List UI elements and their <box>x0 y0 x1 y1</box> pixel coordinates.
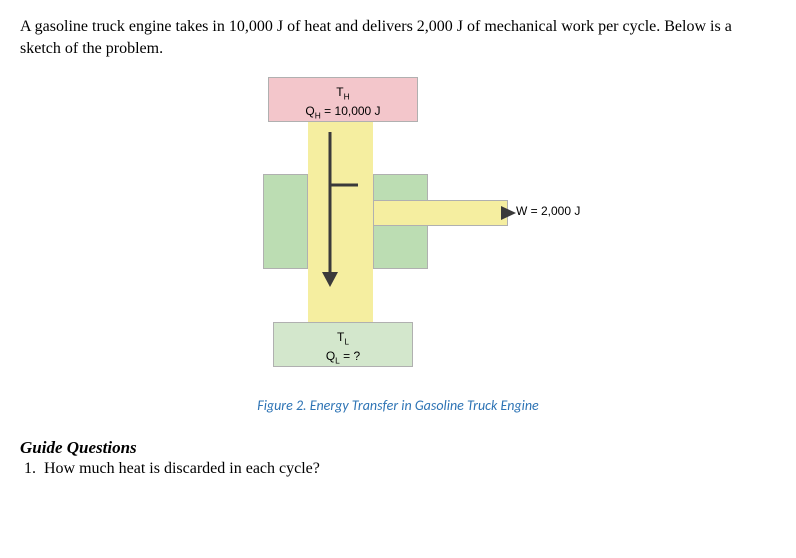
energy-diagram: TH QH = 10,000 J W = 2,000 J TL QL = ? <box>198 77 598 387</box>
question-1: 1. How much heat is discarded in each cy… <box>24 460 776 478</box>
cold-reservoir: TL QL = ? <box>273 322 413 367</box>
cold-temp-label: TL <box>337 330 349 344</box>
hot-heat-label: QH = 10,000 J <box>305 104 380 118</box>
cold-heat-label: QL = ? <box>326 349 360 363</box>
problem-statement: A gasoline truck engine takes in 10,000 … <box>20 16 776 59</box>
work-output-bar <box>373 200 508 226</box>
figure-caption: Figure 2. Energy Transfer in Gasoline Tr… <box>20 397 776 414</box>
hot-reservoir: TH QH = 10,000 J <box>268 77 418 122</box>
work-label: W = 2,000 J <box>516 204 580 218</box>
central-flow <box>308 122 373 322</box>
guide-questions-heading: Guide Questions <box>20 438 776 458</box>
hot-temp-label: TH <box>336 85 349 99</box>
green-block-left <box>263 174 308 269</box>
